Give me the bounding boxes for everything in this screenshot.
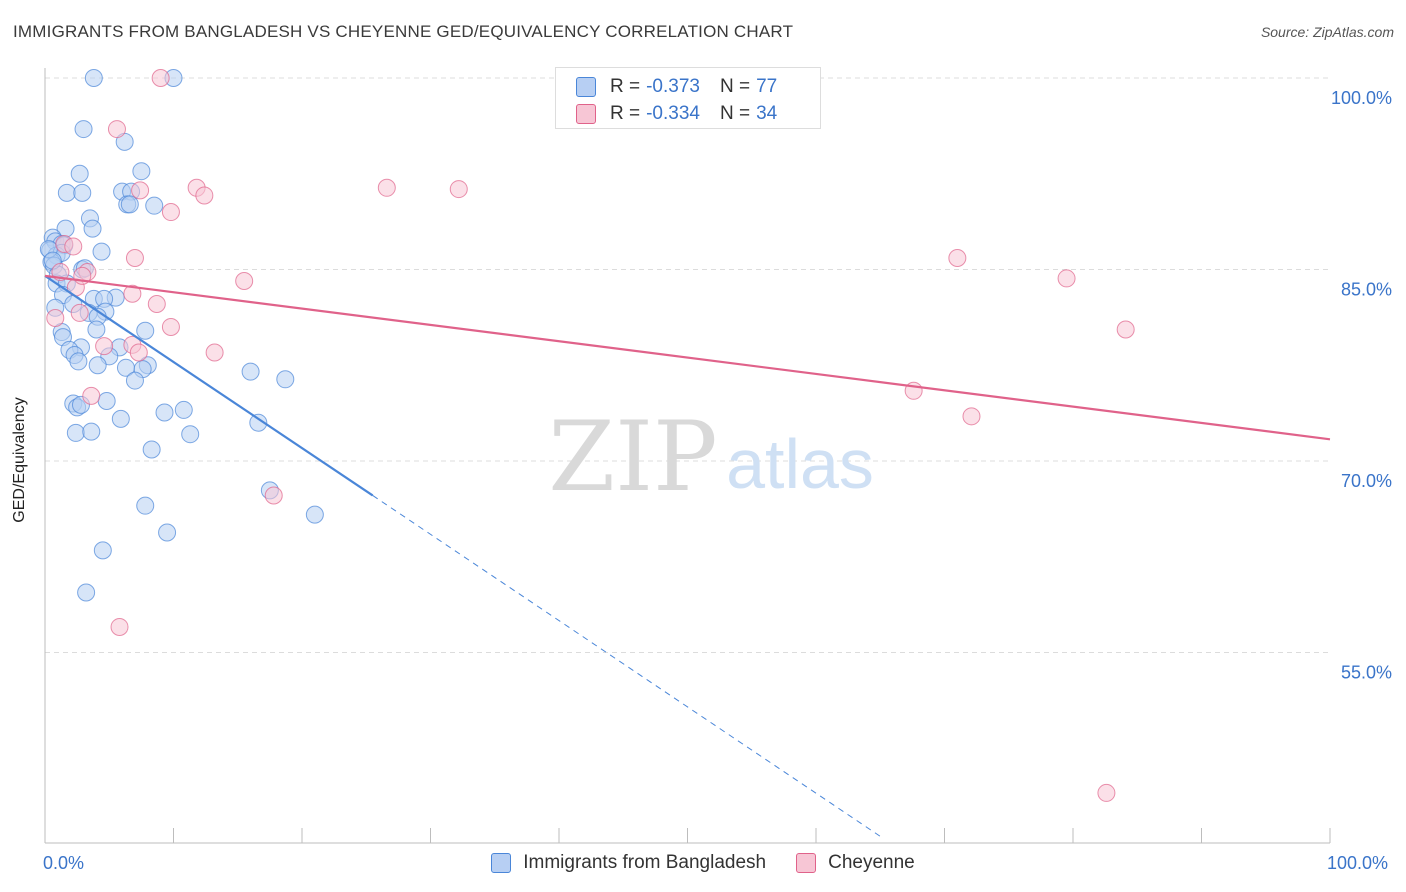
- legend-item-cheyenne: Cheyenne: [796, 852, 915, 874]
- data-point: [83, 219, 102, 238]
- data-point: [125, 249, 144, 268]
- data-point: [241, 362, 260, 381]
- watermark-atlas: atlas: [726, 425, 874, 503]
- data-point: [107, 120, 126, 139]
- data-point: [276, 370, 295, 389]
- data-point: [87, 320, 106, 339]
- data-point: [235, 271, 254, 290]
- data-point: [95, 337, 114, 356]
- data-point: [82, 422, 101, 441]
- data-point: [64, 237, 83, 256]
- data-point: [57, 183, 76, 202]
- trend-line-bangladesh: [44, 274, 374, 497]
- data-point: [1116, 320, 1135, 339]
- data-point: [93, 541, 112, 560]
- data-point: [73, 183, 92, 202]
- data-point: [66, 423, 85, 442]
- data-point: [111, 409, 130, 428]
- n-label: N =: [719, 103, 751, 124]
- data-point: [120, 195, 139, 214]
- data-point: [92, 242, 111, 261]
- data-point: [161, 317, 180, 336]
- n-label: N =: [719, 76, 751, 97]
- data-point: [161, 203, 180, 222]
- data-point: [46, 309, 65, 328]
- legend-label-cheyenne: Cheyenne: [828, 852, 915, 873]
- data-point: [205, 343, 224, 362]
- data-point: [155, 403, 174, 422]
- r-label: R =: [610, 76, 641, 97]
- n-value: 34: [756, 103, 778, 124]
- data-point: [145, 196, 164, 215]
- data-point: [174, 400, 193, 419]
- stats-legend-row-bangladesh: R = -0.373 N = 77: [576, 75, 777, 99]
- legend-item-bangladesh: Immigrants from Bangladesh: [491, 852, 766, 874]
- data-point: [249, 413, 268, 432]
- y-tick-label: 70.0%: [1341, 471, 1392, 491]
- n-value: 77: [756, 76, 778, 97]
- data-point: [142, 440, 161, 459]
- data-point: [123, 284, 142, 303]
- data-point: [136, 496, 155, 515]
- data-point: [305, 505, 324, 524]
- y-tick-label: 85.0%: [1341, 280, 1392, 300]
- data-point: [962, 407, 981, 426]
- data-point: [147, 294, 166, 313]
- data-point: [136, 321, 155, 340]
- data-point: [129, 343, 148, 362]
- data-point: [70, 164, 89, 183]
- data-point: [77, 583, 96, 602]
- series-bangladesh-points: [39, 69, 324, 602]
- data-point: [97, 391, 116, 410]
- r-value: -0.373: [646, 76, 700, 97]
- x-tick-label-max: 100.0%: [1327, 853, 1389, 873]
- legend-label-bangladesh: Immigrants from Bangladesh: [523, 852, 767, 873]
- r-value: -0.334: [646, 103, 700, 124]
- data-point: [70, 303, 89, 322]
- r-label: R =: [610, 103, 641, 124]
- data-point: [158, 523, 177, 542]
- watermark-zip: ZIP: [548, 401, 717, 513]
- y-tick-label: 55.0%: [1341, 663, 1392, 683]
- series-cheyenne-points: [46, 69, 1135, 802]
- data-point: [449, 180, 468, 199]
- data-point: [195, 186, 214, 205]
- data-point: [131, 181, 150, 200]
- data-point: [125, 371, 144, 390]
- data-point: [82, 386, 101, 405]
- stats-swatch-cheyenne: [576, 104, 596, 124]
- x-tick-label-min: 0.0%: [43, 853, 85, 873]
- data-point: [110, 617, 129, 636]
- trend-line-bangladesh-extension: [372, 495, 881, 837]
- data-point: [1057, 269, 1076, 288]
- y-tick-label: 100.0%: [1331, 88, 1392, 108]
- trend-line-cheyenne: [44, 274, 1331, 441]
- data-point: [69, 352, 88, 371]
- series-legend: Immigrants from Bangladesh Cheyenne: [0, 852, 1406, 874]
- data-point: [88, 356, 107, 375]
- stats-swatch-bangladesh: [576, 77, 596, 97]
- data-point: [151, 69, 170, 87]
- data-point: [74, 120, 93, 139]
- data-point: [948, 249, 967, 268]
- legend-swatch-cheyenne: [796, 853, 817, 873]
- data-point: [1097, 783, 1116, 802]
- stats-legend-row-cheyenne: R = -0.334 N = 34: [576, 102, 777, 126]
- source-attribution: Source: ZipAtlas.com: [1260, 24, 1394, 40]
- data-point: [84, 69, 103, 87]
- chart-title: IMMIGRANTS FROM BANGLADESH VS CHEYENNE G…: [13, 22, 794, 41]
- data-point: [181, 425, 200, 444]
- data-point: [377, 178, 396, 197]
- data-point: [264, 486, 283, 505]
- stats-legend: R = -0.373 N = 77 R = -0.334 N = 34: [555, 67, 821, 129]
- legend-swatch-bangladesh: [491, 853, 512, 873]
- data-point: [132, 162, 151, 181]
